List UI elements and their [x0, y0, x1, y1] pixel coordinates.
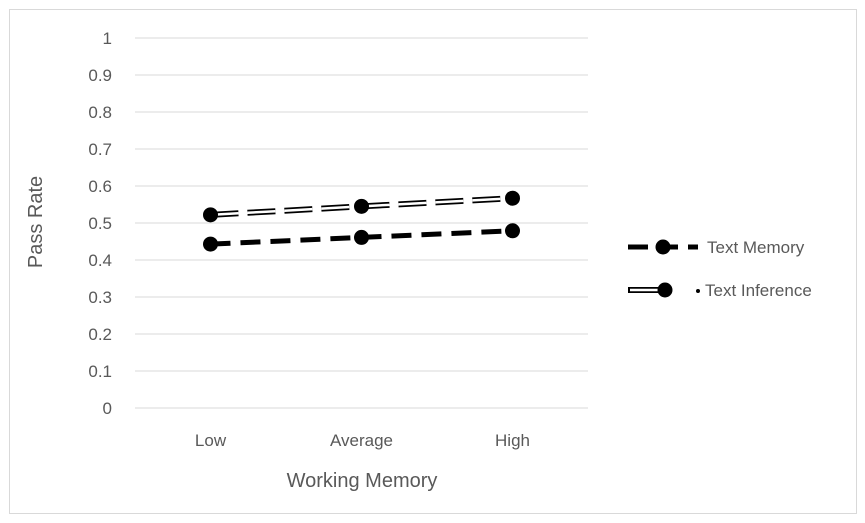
- x-tick-label: High: [495, 431, 530, 450]
- legend-label: Text Memory: [707, 238, 805, 257]
- x-tick-label: Average: [330, 431, 393, 450]
- y-tick-label: 0.9: [88, 66, 112, 85]
- series-line-0: [210, 228, 513, 247]
- series-segment: [361, 228, 513, 240]
- data-point: [354, 229, 369, 245]
- series-markers: [203, 190, 520, 252]
- y-tick-label: 1: [103, 29, 112, 48]
- data-point: [505, 190, 520, 206]
- chart-frame: [9, 9, 857, 514]
- y-axis-tick-labels: 0 0.1 0.2 0.3 0.4 0.5 0.6 0.7 0.8 0.9 1: [88, 29, 112, 418]
- x-tick-label: Low: [195, 431, 227, 450]
- x-axis-tick-labels: Low Average High: [195, 431, 530, 450]
- data-point: [203, 236, 218, 252]
- y-axis-title: Pass Rate: [25, 176, 47, 268]
- y-tick-label: 0.5: [88, 214, 112, 233]
- legend: Text Memory Text Inference: [628, 238, 812, 300]
- data-point: [354, 198, 369, 214]
- series-lines: [210, 195, 513, 247]
- data-point: [203, 207, 218, 223]
- y-tick-label: 0.1: [88, 362, 112, 381]
- series-segment: [210, 234, 362, 247]
- series-segment-inner: [361, 196, 513, 208]
- y-tick-label: 0.7: [88, 140, 112, 159]
- legend-item-1: Text Inference: [628, 281, 812, 300]
- x-axis-title: Working Memory: [287, 470, 438, 492]
- y-tick-label: 0.3: [88, 288, 112, 307]
- legend-item-0: Text Memory: [628, 238, 805, 257]
- gridlines: [135, 37, 588, 409]
- series-line-1: [210, 195, 513, 218]
- data-point: [505, 223, 520, 239]
- legend-label: Text Inference: [705, 281, 812, 300]
- y-tick-label: 0: [103, 399, 112, 418]
- legend-marker: [655, 239, 671, 255]
- y-tick-label: 0.4: [88, 251, 112, 270]
- y-tick-label: 0.6: [88, 177, 112, 196]
- legend-bullet: [696, 289, 700, 293]
- series-segment-inner: [210, 205, 362, 217]
- legend-marker: [657, 282, 673, 298]
- y-tick-label: 0.2: [88, 325, 112, 344]
- y-tick-label: 0.8: [88, 103, 112, 122]
